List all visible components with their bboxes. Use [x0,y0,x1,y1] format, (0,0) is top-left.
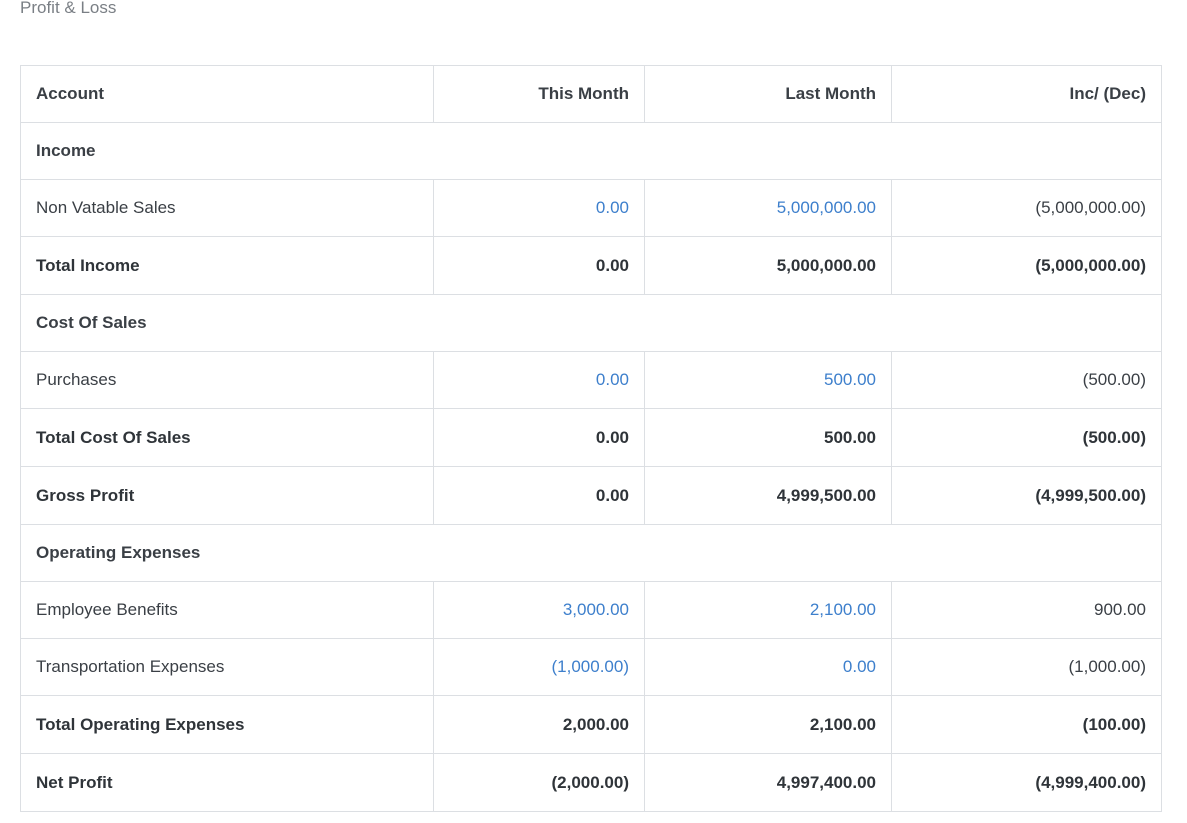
inc-dec-total: (500.00) [891,408,1162,467]
this-month-total: (2,000.00) [433,753,645,812]
account-label: Non Vatable Sales [20,179,434,237]
last-month-amount-link[interactable]: 5,000,000.00 [776,198,876,217]
inc-dec-value: (5,000,000.00) [891,179,1162,237]
account-label: Employee Benefits [20,581,434,639]
table-header-row: Account This Month Last Month Inc/ (Dec) [20,65,1162,123]
account-label: Purchases [20,351,434,409]
last-month-amount-link[interactable]: 0.00 [842,657,876,676]
this-month-amount-link[interactable]: 3,000.00 [562,600,629,619]
last-month-total: 500.00 [644,408,892,467]
section-row-operating-expenses: Operating Expenses [20,524,1162,582]
section-label-operating-expenses: Operating Expenses [20,524,1162,582]
section-row-cost-of-sales: Cost Of Sales [20,294,1162,352]
section-label-cost-of-sales: Cost Of Sales [20,294,1162,352]
section-row-income: Income [20,122,1162,180]
last-month-total: 4,997,400.00 [644,753,892,812]
this-month-total: 0.00 [433,236,645,295]
this-month-amount-link[interactable]: 0.00 [595,198,629,217]
table-row-total-cost-of-sales: Total Cost Of Sales 0.00 500.00 (500.00) [20,408,1162,467]
table-row-gross-profit: Gross Profit 0.00 4,999,500.00 (4,999,50… [20,466,1162,525]
inc-dec-value: (1,000.00) [891,638,1162,696]
profit-loss-table: Account This Month Last Month Inc/ (Dec)… [20,65,1162,812]
last-month-total: 2,100.00 [644,695,892,754]
last-month-total: 4,999,500.00 [644,466,892,525]
this-month-total: 0.00 [433,408,645,467]
account-label: Gross Profit [20,466,434,525]
inc-dec-value: (500.00) [891,351,1162,409]
column-header-last-month: Last Month [644,65,892,123]
table-row-employee-benefits: Employee Benefits 3,000.00 2,100.00 900.… [20,581,1162,639]
last-month-total: 5,000,000.00 [644,236,892,295]
inc-dec-total: (100.00) [891,695,1162,754]
this-month-amount-link[interactable]: (1,000.00) [551,657,630,676]
inc-dec-total: (4,999,500.00) [891,466,1162,525]
this-month-total: 0.00 [433,466,645,525]
table-row-total-income: Total Income 0.00 5,000,000.00 (5,000,00… [20,236,1162,295]
account-label: Total Income [20,236,434,295]
inc-dec-total: (5,000,000.00) [891,236,1162,295]
table-row-purchases: Purchases 0.00 500.00 (500.00) [20,351,1162,409]
column-header-inc-dec: Inc/ (Dec) [891,65,1162,123]
table-row-total-operating-expenses: Total Operating Expenses 2,000.00 2,100.… [20,695,1162,754]
last-month-amount-link[interactable]: 2,100.00 [809,600,876,619]
table-row-non-vatable-sales: Non Vatable Sales 0.00 5,000,000.00 (5,0… [20,179,1162,237]
account-label: Net Profit [20,753,434,812]
table-row-transportation-expenses: Transportation Expenses (1,000.00) 0.00 … [20,638,1162,696]
account-label: Transportation Expenses [20,638,434,696]
section-label-income: Income [20,122,1162,180]
last-month-amount-link[interactable]: 500.00 [824,370,876,389]
account-label: Total Cost Of Sales [20,408,434,467]
this-month-total: 2,000.00 [433,695,645,754]
account-label: Total Operating Expenses [20,695,434,754]
this-month-amount-link[interactable]: 0.00 [595,370,629,389]
inc-dec-total: (4,999,400.00) [891,753,1162,812]
page-title: Profit & Loss [20,0,117,17]
table-row-net-profit: Net Profit (2,000.00) 4,997,400.00 (4,99… [20,753,1162,812]
column-header-this-month: This Month [433,65,645,123]
column-header-account: Account [20,65,434,123]
inc-dec-value: 900.00 [891,581,1162,639]
